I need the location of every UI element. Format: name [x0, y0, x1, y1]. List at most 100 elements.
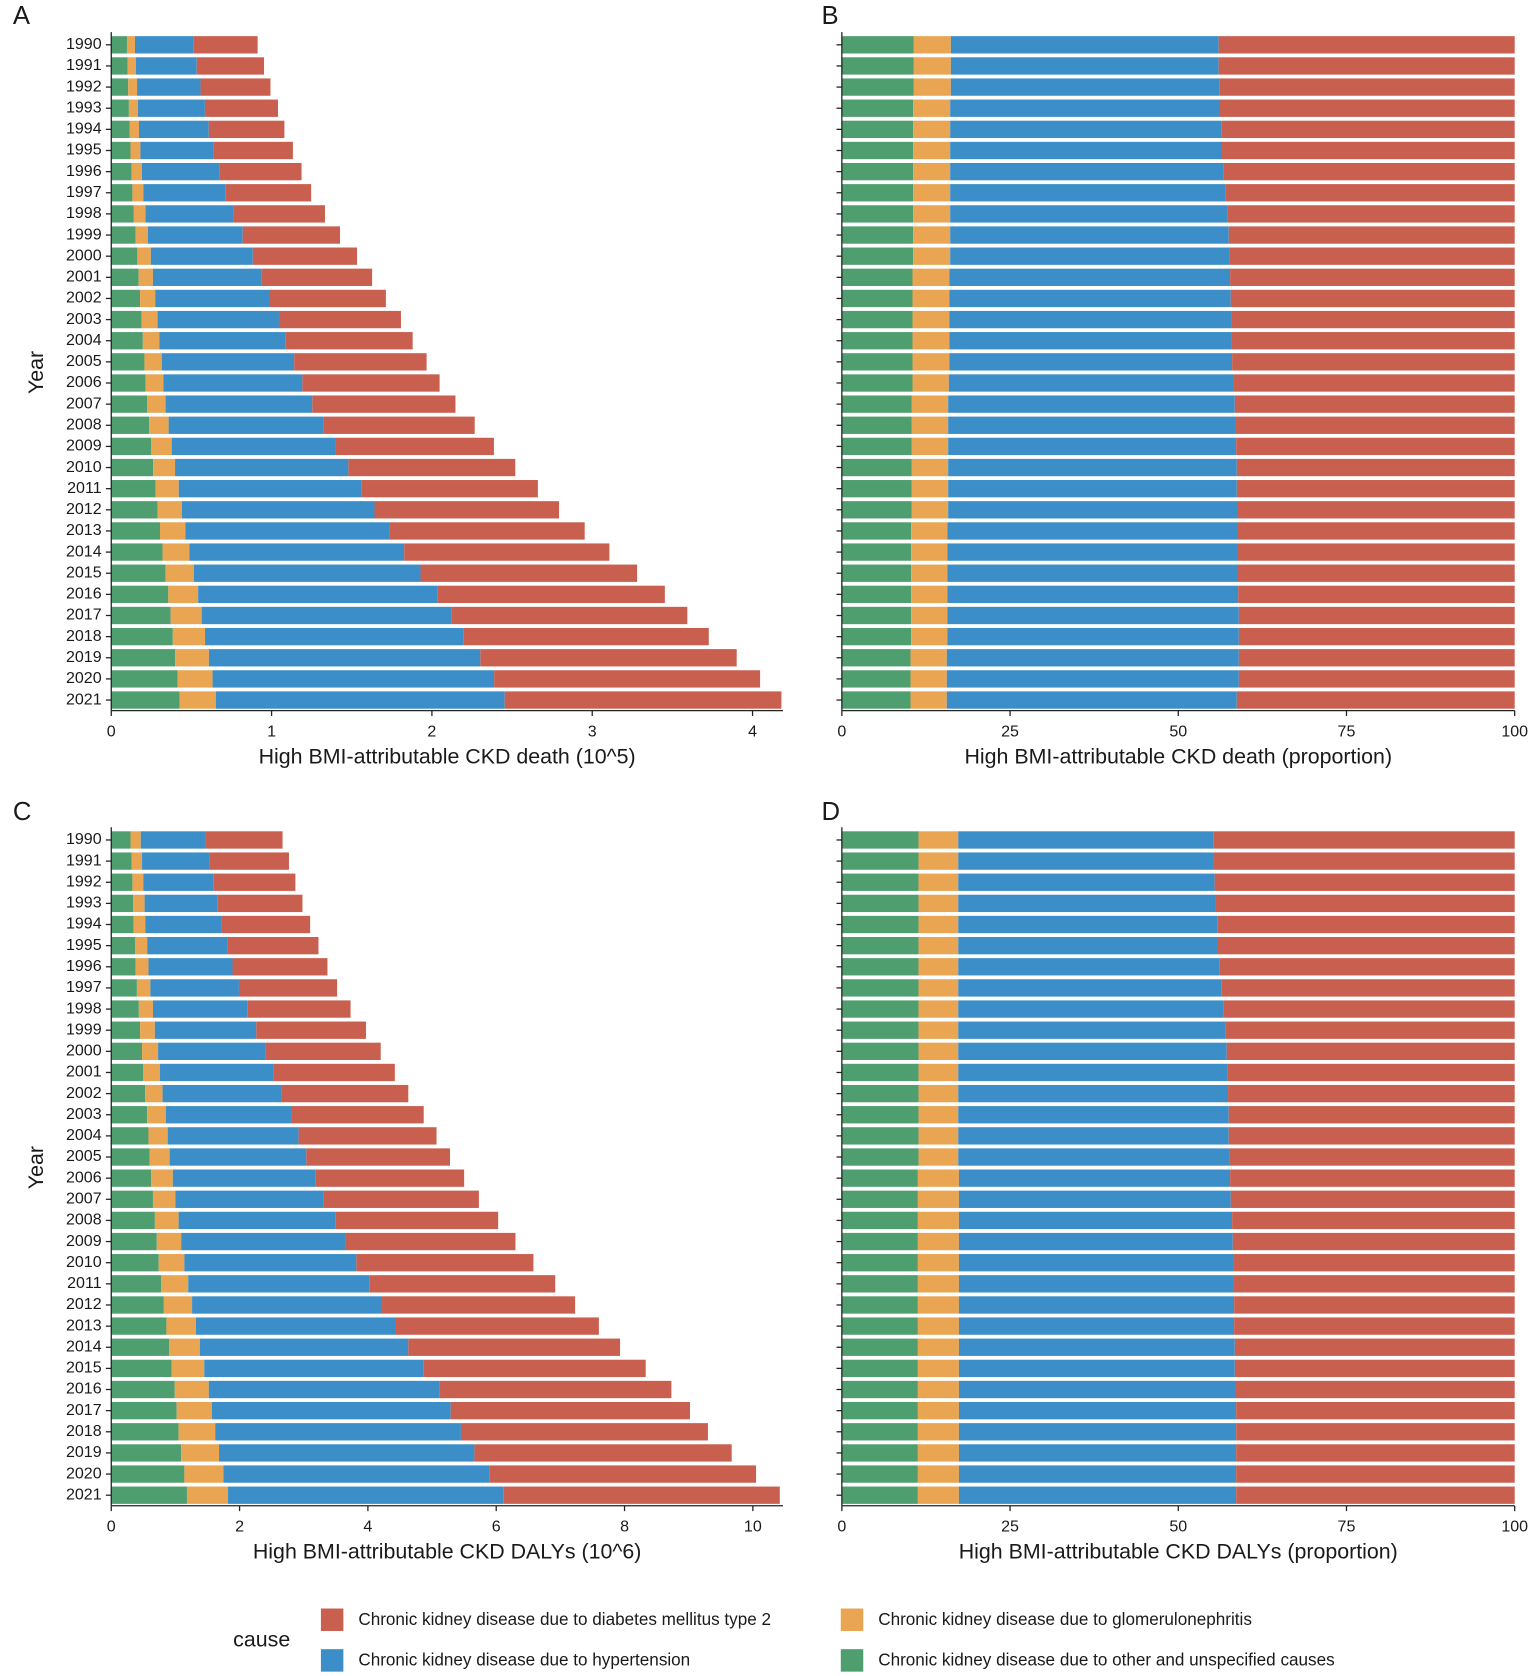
bar-segment: [140, 141, 214, 160]
bar-segment: [1215, 894, 1515, 913]
bar-segment: [134, 36, 194, 54]
bar-segment: [157, 501, 182, 519]
x-tick-label: 25: [1001, 1517, 1019, 1535]
y-tick-label: 1999: [66, 1020, 102, 1038]
y-tick-label: 2007: [66, 394, 102, 412]
bar-segment: [918, 915, 959, 934]
bar-segment: [1230, 289, 1515, 308]
bar-segment: [841, 1232, 918, 1251]
bar-segment: [917, 1465, 959, 1483]
legend-key: [840, 1649, 864, 1672]
bar-segment: [111, 958, 136, 976]
bar-segment: [145, 1084, 163, 1103]
panel-label: D: [822, 798, 841, 826]
bar-segment: [911, 437, 949, 456]
bar-segment: [1232, 1232, 1515, 1251]
bar-segment: [841, 374, 913, 392]
bar-segment: [215, 1423, 461, 1441]
bar-segment: [917, 1211, 959, 1230]
y-tick-label: 2016: [66, 1380, 102, 1398]
bar-segment: [111, 1486, 187, 1504]
bar-segment: [1235, 1380, 1515, 1399]
bar-segment: [160, 1063, 274, 1082]
bar-segment: [958, 1275, 1234, 1293]
bar-segment: [143, 184, 226, 202]
y-tick-label: 2003: [66, 310, 102, 328]
bar-segment: [958, 831, 1214, 849]
bar-segment: [841, 1338, 918, 1356]
bar-segment: [913, 247, 951, 265]
bar-segment: [958, 1401, 1237, 1420]
bar-segment: [841, 416, 912, 434]
bar-segment: [489, 1465, 757, 1483]
x-axis-title: High BMI-attributable CKD death (10^5): [259, 744, 636, 768]
y-tick-label: 2019: [66, 648, 102, 666]
bar-segment: [150, 979, 239, 997]
bar-segment: [201, 606, 452, 625]
bar-segment: [167, 1127, 299, 1145]
bar-segment: [1222, 141, 1515, 160]
bar-segment: [958, 1148, 1230, 1166]
bar-segment: [132, 184, 144, 202]
bar-segment: [1221, 979, 1515, 997]
bar-segment: [918, 1021, 959, 1039]
bar-segment: [111, 78, 129, 96]
bar-segment: [111, 437, 152, 456]
bar-segment: [911, 627, 948, 646]
bar-segment: [841, 1211, 918, 1230]
bar-segment: [130, 831, 141, 849]
bar-segment: [151, 437, 172, 456]
bar-segment: [480, 649, 737, 667]
bar-segment: [186, 1486, 229, 1504]
bar-segment: [917, 1359, 959, 1378]
bar-segment: [294, 353, 427, 371]
bar-segment: [958, 1000, 1224, 1018]
bar-segment: [171, 437, 336, 456]
bar-segment: [199, 1338, 409, 1356]
y-tick-label: 2012: [66, 500, 102, 518]
bar-segment: [950, 162, 1224, 181]
bar-segment: [1213, 852, 1515, 870]
bar-segment: [269, 289, 386, 308]
bar-segment: [841, 1401, 918, 1420]
bar-segment: [215, 691, 505, 709]
x-tick-label: 25: [1001, 722, 1019, 740]
bar-segment: [911, 395, 949, 413]
bar-segment: [841, 289, 913, 308]
bar-segment: [958, 1359, 1235, 1378]
bar-segment: [841, 522, 912, 540]
bar-segment: [841, 606, 912, 625]
x-tick-label: 100: [1501, 1517, 1528, 1535]
bar-segment: [911, 564, 948, 582]
bar-segment: [111, 332, 143, 350]
bar-segment: [958, 1465, 1237, 1483]
bar-segment: [149, 416, 169, 434]
bar-segment: [841, 1169, 918, 1187]
bar-segment: [208, 649, 481, 667]
bar-segment: [958, 915, 1218, 934]
bar-segment: [136, 979, 151, 997]
bar-segment: [947, 627, 1239, 646]
bar-segment: [958, 894, 1216, 913]
bar-segment: [1237, 564, 1515, 582]
bar-segment: [256, 1021, 366, 1039]
bar-segment: [460, 1423, 708, 1441]
bar-segment: [918, 1106, 959, 1124]
bar-segment: [111, 480, 156, 498]
bar-segment: [958, 1021, 1226, 1039]
bar-segment: [841, 852, 919, 870]
bar-segment: [950, 57, 1219, 75]
bar-segment: [348, 458, 516, 477]
bar-segment: [323, 1190, 479, 1208]
y-tick-label: 2013: [66, 521, 102, 539]
bar-segment: [947, 606, 1239, 625]
bar-segment: [213, 141, 293, 160]
bar-segment: [147, 936, 228, 955]
bar-segment: [841, 1127, 919, 1145]
bar-segment: [126, 36, 135, 54]
bar-segment: [917, 1401, 959, 1420]
bar-segment: [1234, 1338, 1515, 1356]
bar-segment: [948, 437, 1237, 456]
bar-segment: [912, 332, 950, 350]
y-tick-label: 2017: [66, 1401, 102, 1419]
